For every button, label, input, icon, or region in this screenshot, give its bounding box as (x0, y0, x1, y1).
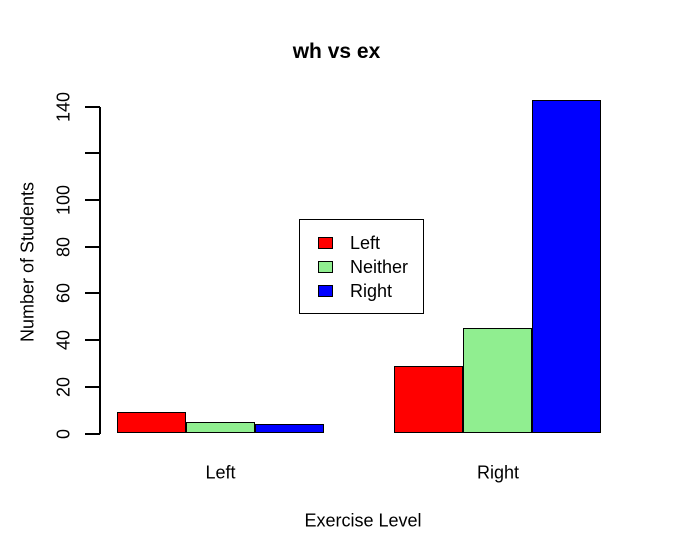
y-axis-tick-label-40: 40 (53, 330, 74, 351)
y-axis-line (99, 106, 101, 434)
y-axis-tick-label-80: 80 (53, 236, 74, 257)
y-axis-tick-120 (85, 152, 100, 155)
chart-title: wh vs ex (292, 40, 381, 63)
y-axis-tick-100 (85, 199, 100, 202)
bar-left-left (117, 412, 186, 434)
legend-row-neither: Neither (318, 256, 423, 277)
legend-label-right: Right (350, 280, 393, 301)
y-axis-tick-label-60: 60 (53, 283, 74, 304)
y-axis-tick-label-0: 0 (53, 428, 74, 439)
y-axis-tick-label-100: 100 (53, 185, 74, 216)
legend-box: Left Neither Right (299, 219, 424, 314)
y-axis-tick-140 (85, 105, 100, 108)
legend-swatch-right (318, 284, 333, 297)
bar-right-right (532, 99, 601, 434)
y-axis-tick-60 (85, 292, 100, 295)
legend-swatch-left (318, 236, 333, 249)
x-category-label-left: Left (205, 462, 236, 483)
legend-label-neither: Neither (350, 256, 409, 277)
y-axis-tick-80 (85, 245, 100, 248)
bar-right-neither (463, 328, 532, 434)
y-axis-tick-40 (85, 339, 100, 342)
x-category-label-right: Right (476, 462, 520, 483)
legend-row-left: Left (318, 232, 423, 253)
legend-row-right: Right (318, 280, 423, 301)
y-axis-tick-label-20: 20 (53, 376, 74, 397)
y-axis-tick-20 (85, 385, 100, 388)
y-axis-tick-label-140: 140 (53, 91, 74, 122)
legend-swatch-neither (318, 260, 333, 273)
bar-left-right (255, 424, 324, 434)
y-axis-tick-0 (85, 432, 100, 435)
y-axis-label: Number of Students (17, 181, 38, 343)
x-axis-label: Exercise Level (304, 510, 422, 531)
bar-left-neither (186, 421, 255, 434)
legend-label-left: Left (350, 232, 381, 253)
bar-right-left (394, 365, 463, 434)
